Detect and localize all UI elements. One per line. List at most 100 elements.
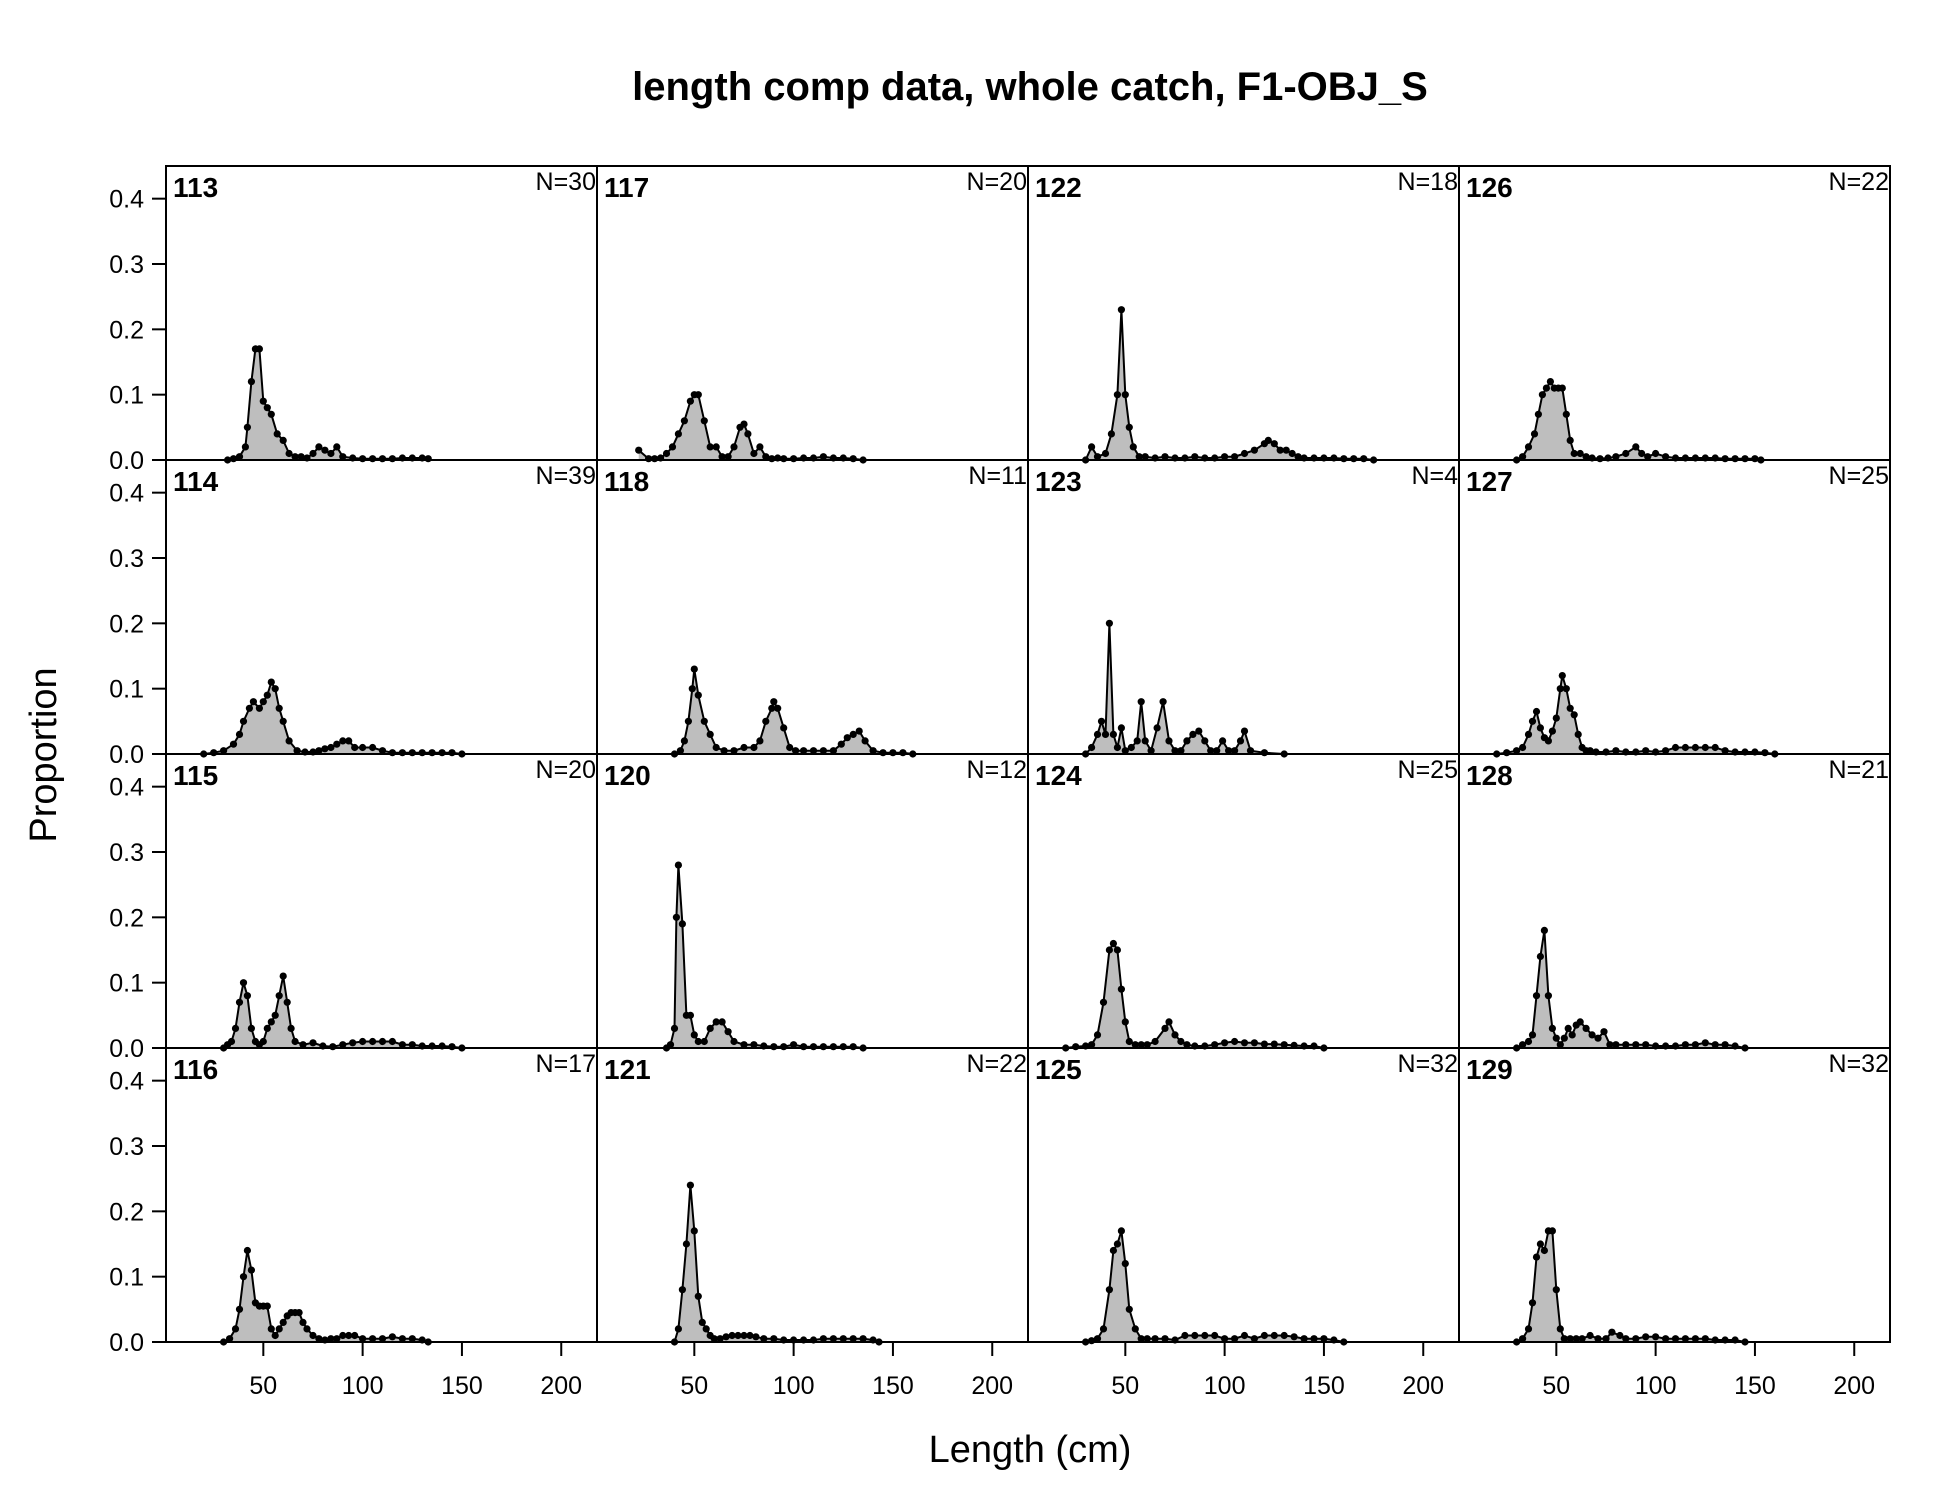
- data-point: [245, 704, 253, 712]
- data-point: [1560, 1034, 1568, 1042]
- data-point: [279, 717, 287, 725]
- series-line-120: [665, 865, 864, 1049]
- data-point: [235, 998, 244, 1006]
- data-point: [1171, 1031, 1179, 1039]
- data-point: [1671, 1335, 1680, 1343]
- data-point: [1300, 1335, 1308, 1343]
- data-point: [1632, 1335, 1640, 1343]
- data-point: [1588, 1031, 1596, 1039]
- y-tick-label: 0.4: [109, 186, 144, 214]
- data-point: [849, 1043, 857, 1051]
- data-point: [243, 423, 251, 431]
- x-tick-label: 150: [1734, 1372, 1776, 1400]
- data-point: [1093, 453, 1102, 461]
- data-point: [1105, 946, 1113, 954]
- data-point: [1151, 1335, 1159, 1343]
- x-tick-label: 200: [1402, 1372, 1444, 1400]
- area-fill-113: [227, 348, 429, 460]
- data-point: [1161, 1335, 1169, 1343]
- x-tick-label: 100: [342, 1372, 384, 1400]
- data-point: [752, 1333, 760, 1341]
- data-point: [1562, 410, 1570, 418]
- data-point: [1240, 1039, 1249, 1047]
- data-point: [1171, 747, 1179, 755]
- data-point: [1088, 443, 1096, 451]
- data-point: [1572, 1335, 1580, 1343]
- data-point: [1576, 1018, 1584, 1026]
- data-point: [275, 992, 283, 1000]
- data-point: [1761, 749, 1769, 757]
- data-point: [1564, 1024, 1572, 1032]
- data-point: [768, 704, 776, 712]
- data-point: [448, 749, 456, 757]
- y-tick-label: 0.0: [109, 741, 144, 769]
- y-tick-label: 0.0: [109, 1329, 144, 1357]
- data-point: [1566, 436, 1574, 444]
- data-point: [235, 1305, 244, 1313]
- data-point: [448, 1043, 456, 1051]
- data-point: [1121, 1260, 1129, 1268]
- data-point: [235, 453, 244, 461]
- data-point: [700, 417, 708, 425]
- data-point: [843, 734, 851, 742]
- data-point: [1221, 453, 1229, 461]
- data-point: [369, 743, 377, 752]
- data-point: [1260, 1331, 1268, 1340]
- y-tick-label: 0.2: [109, 904, 144, 932]
- panel-frame: [165, 459, 598, 755]
- data-point: [1153, 724, 1161, 732]
- data-point: [780, 455, 788, 463]
- area-fill-122: [1085, 309, 1374, 460]
- data-point: [1612, 453, 1620, 461]
- data-point: [1159, 698, 1167, 706]
- data-point: [690, 665, 698, 673]
- data-point: [1143, 1335, 1151, 1343]
- data-point: [706, 443, 714, 451]
- data-point: [1524, 1325, 1533, 1333]
- panel-frame: [1458, 165, 1891, 461]
- data-point: [408, 1335, 416, 1343]
- data-point: [1513, 747, 1521, 755]
- panel-frame: [596, 459, 1029, 755]
- data-point: [849, 730, 857, 739]
- data-point: [1294, 453, 1302, 461]
- data-point: [1701, 1335, 1709, 1343]
- data-point: [247, 1266, 255, 1274]
- panel-frame: [596, 165, 1029, 461]
- data-point: [1632, 1041, 1640, 1049]
- data-point: [1189, 730, 1197, 739]
- data-point: [1552, 1034, 1560, 1042]
- data-point: [1125, 1037, 1133, 1046]
- y-tick-label: 0.3: [109, 545, 144, 573]
- data-point: [424, 455, 432, 463]
- data-point: [762, 717, 770, 725]
- panel-121: 121 N=22 50 100 150 200: [596, 1047, 1029, 1400]
- data-point: [770, 1043, 778, 1051]
- data-point: [1612, 1041, 1620, 1049]
- data-point: [1532, 1253, 1541, 1261]
- y-tick-label: 0.4: [109, 480, 144, 508]
- data-point: [259, 698, 267, 706]
- data-point: [1534, 410, 1542, 418]
- data-point: [780, 1043, 788, 1051]
- data-point: [255, 704, 263, 712]
- data-point: [694, 1292, 702, 1300]
- data-point: [1113, 743, 1121, 752]
- panel-label: 113: [173, 172, 218, 203]
- panel-label: 124: [1035, 760, 1082, 791]
- data-point: [819, 453, 828, 461]
- data-point: [744, 430, 752, 438]
- data-point: [688, 685, 696, 693]
- data-point: [378, 1037, 387, 1046]
- data-point: [1536, 952, 1544, 961]
- area-fill-125: [1085, 1230, 1344, 1342]
- data-point: [1135, 453, 1143, 461]
- data-point: [1691, 1041, 1699, 1049]
- data-point: [1556, 685, 1564, 693]
- data-point: [1524, 443, 1533, 451]
- data-point: [315, 443, 323, 451]
- data-point: [267, 410, 275, 418]
- data-point: [700, 1037, 708, 1046]
- data-point: [730, 747, 738, 755]
- data-point: [1711, 743, 1719, 752]
